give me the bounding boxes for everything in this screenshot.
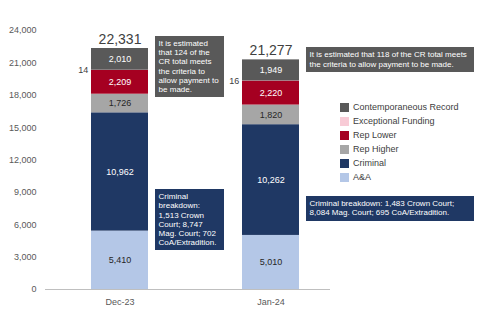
svg-text:2,010: 2,010 — [109, 54, 132, 64]
html-text:It is estimated that 124 of th: It is estimated that 124 of the CR total… — [158, 39, 219, 94]
svg-text:1,726: 1,726 — [109, 98, 132, 108]
html-text:A&A: A&A — [353, 172, 371, 182]
svg-text:21,000: 21,000 — [9, 58, 37, 68]
svg-text:2,209: 2,209 — [109, 77, 132, 87]
svg-text:2,220: 2,220 — [260, 88, 283, 98]
svg-text:3,000: 3,000 — [14, 252, 37, 262]
svg-text:1,949: 1,949 — [260, 65, 283, 75]
svg-text:10,962: 10,962 — [106, 167, 134, 177]
html-text:Contemporaneous Record: Contemporaneous Record — [353, 102, 459, 112]
svg-text:0: 0 — [31, 284, 36, 294]
svg-text:24,000: 24,000 — [9, 25, 37, 35]
svg-text:10,262: 10,262 — [257, 175, 285, 185]
html-text:Criminal breakdown: 1,513 Crow: Criminal breakdown: 1,513 Crown Court; 8… — [158, 192, 217, 248]
svg-text:16: 16 — [229, 76, 239, 86]
svg-text:5,410: 5,410 — [109, 255, 132, 265]
html-text:Criminal: Criminal — [353, 158, 386, 168]
html-text:Criminal breakdown: 1,483 Crow: Criminal breakdown: 1,483 Crown Court; 8… — [309, 199, 455, 218]
svg-text:5,010: 5,010 — [260, 257, 283, 267]
svg-text:22,331: 22,331 — [99, 31, 142, 47]
svg-text:Jan-24: Jan-24 — [257, 297, 285, 307]
html-text:Exceptional Funding: Exceptional Funding — [353, 116, 435, 126]
html-text:Rep Higher: Rep Higher — [353, 144, 399, 154]
html-text:Rep Lower: Rep Lower — [353, 130, 397, 140]
svg-text:1,820: 1,820 — [260, 110, 283, 120]
svg-text:Dec-23: Dec-23 — [105, 297, 134, 307]
svg-text:6,000: 6,000 — [14, 220, 37, 230]
svg-text:18,000: 18,000 — [9, 90, 37, 100]
html-text:It is estimated that 118 of th: It is estimated that 118 of the CR total… — [309, 50, 467, 69]
svg-text:21,277: 21,277 — [250, 42, 293, 58]
svg-text:12,000: 12,000 — [9, 155, 37, 165]
svg-text:15,000: 15,000 — [9, 123, 37, 133]
svg-text:14: 14 — [78, 65, 88, 75]
svg-text:9,000: 9,000 — [14, 187, 37, 197]
